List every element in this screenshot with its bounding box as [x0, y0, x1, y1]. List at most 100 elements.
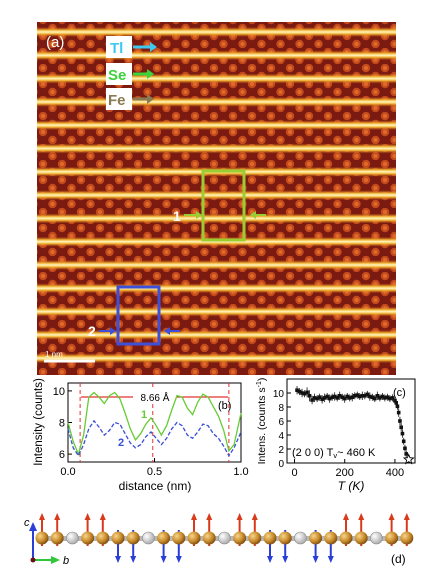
data-point	[325, 394, 329, 399]
fe-atom	[157, 531, 171, 545]
data-point	[307, 394, 312, 398]
tl-atom	[294, 531, 307, 545]
legend-tl-arrowhead-icon	[150, 42, 157, 52]
b-axis-arrowhead-icon	[51, 556, 60, 564]
data-point	[394, 401, 398, 405]
legend-se-arrowhead-icon	[147, 69, 154, 79]
panel-b-label: (b)	[218, 400, 231, 412]
y-tick-label: 6	[59, 449, 65, 461]
legend-fe-arrowhead-icon	[147, 94, 154, 104]
data-point	[337, 394, 342, 398]
x-tick-label: 400	[386, 467, 404, 479]
data-point	[305, 390, 309, 395]
legend-tl-text: Tl	[110, 40, 123, 57]
y-tick-label: 8	[59, 418, 65, 430]
spin-up-arrowhead-icon	[358, 513, 365, 520]
panel-b-ticks: 0.0 0.5 1.0 6 8 10	[53, 386, 249, 478]
legend-fe-text: Fe	[108, 92, 126, 109]
fe-atom	[324, 531, 338, 545]
spin-down-arrowhead-icon	[160, 556, 167, 563]
data-point	[370, 395, 375, 399]
data-point	[315, 396, 319, 401]
panel-c-xlabel: T (K)	[338, 479, 365, 493]
spin-up-arrowhead-icon	[236, 513, 243, 520]
y-tick-label: 2	[278, 445, 284, 456]
panel-b-line-profile: 0.0 0.5 1.0 6 8 10 8.66 Å 1 2 (b) distance (n…	[33, 378, 249, 493]
bright-row	[37, 73, 396, 84]
spin-up-arrowhead-icon	[191, 513, 197, 520]
fe-atom	[233, 531, 247, 545]
fe-atom	[263, 531, 277, 545]
data-point	[320, 397, 324, 402]
data-point	[352, 394, 357, 398]
bright-row	[37, 96, 396, 107]
tl-atom	[142, 531, 155, 545]
x-tick-label: 0.0	[60, 466, 75, 478]
spin-down-arrowhead-icon	[312, 556, 319, 563]
spin-up-arrowhead-icon	[403, 513, 410, 520]
fe-atom	[111, 531, 125, 545]
data-point	[322, 396, 327, 400]
b-axis-label: b	[63, 555, 69, 567]
data-point	[404, 452, 409, 456]
panel-b-xlabel: distance (nm)	[119, 479, 192, 493]
fe-atom	[35, 531, 49, 545]
panel-d-label: (d)	[391, 552, 406, 566]
fe-atom	[354, 531, 368, 545]
data-point	[360, 394, 365, 398]
spin-down-arrowhead-icon	[327, 556, 334, 563]
legend-se-box	[106, 63, 132, 85]
legend-tl-box	[106, 36, 132, 58]
box1-left-arrowhead-icon	[196, 211, 202, 219]
bright-row	[37, 306, 396, 317]
region-box-1-label: 1	[173, 208, 181, 224]
panel-d-spin-structure: c b (d)	[24, 513, 414, 567]
spin-up-arrowhead-icon	[54, 513, 61, 520]
data-point	[363, 394, 367, 398]
bright-row	[37, 283, 396, 294]
data-point	[310, 398, 314, 402]
series-1-label: 1	[141, 409, 147, 421]
tl-atom	[370, 531, 383, 545]
c-axis-arrowhead-icon	[29, 522, 37, 531]
fe-atom	[81, 531, 95, 545]
spin-down-arrowhead-icon	[267, 556, 273, 563]
y-tick-label: 0	[278, 459, 284, 470]
y-tick-label: 6	[278, 417, 284, 428]
spin-up-arrowhead-icon	[84, 513, 91, 520]
panel-c-ylabel: Intens. (counts s-1)	[256, 378, 268, 465]
legend-se-text: Se	[108, 67, 126, 84]
data-point	[330, 395, 334, 399]
spin-up-arrowhead-icon	[99, 513, 106, 520]
spin-down-arrowhead-icon	[115, 556, 121, 563]
c-axis-label: c	[24, 517, 30, 529]
fe-atom	[126, 531, 140, 545]
spin-up-arrowhead-icon	[206, 513, 213, 520]
series-2-label: 2	[118, 437, 124, 449]
fe-atom	[202, 531, 216, 545]
spin-up-arrowhead-icon	[388, 513, 395, 520]
bright-row	[37, 27, 396, 37]
bright-row	[37, 329, 396, 340]
x-tick-label: 200	[336, 467, 354, 479]
fe-atom	[309, 531, 323, 545]
bright-row	[37, 190, 396, 201]
data-point	[385, 395, 390, 399]
tl-atom	[218, 531, 231, 545]
panel-a-stm-image: (a) Tl Se Fe 1 2 1	[37, 22, 396, 375]
data-point	[380, 394, 385, 399]
fe-atom	[400, 531, 414, 545]
data-point	[300, 391, 304, 395]
spin-up-arrowhead-icon	[39, 513, 45, 520]
data-point	[350, 395, 355, 399]
data-point	[332, 394, 337, 399]
legend-fe: Fe	[106, 88, 154, 110]
y-tick-label: 4	[278, 431, 284, 442]
data-point	[375, 394, 380, 398]
region-box-2	[116, 285, 161, 346]
data-point	[357, 394, 362, 399]
bright-row	[37, 236, 396, 247]
star-marker-icon	[402, 453, 415, 465]
x-tick-label: 0	[291, 467, 297, 479]
bright-row	[37, 143, 396, 154]
